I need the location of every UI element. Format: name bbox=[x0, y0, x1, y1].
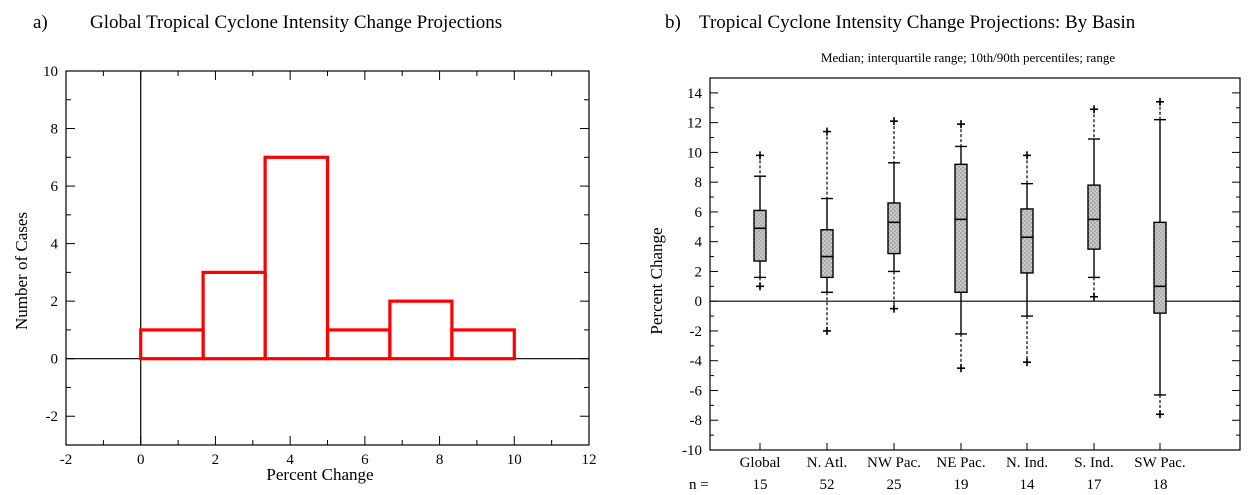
panel-a-x-tick-label: 6 bbox=[361, 452, 369, 468]
panel-b-label: b) bbox=[665, 12, 681, 33]
panel-b-y-tick-label: 10 bbox=[687, 145, 702, 161]
panel-a-title: Global Tropical Cyclone Intensity Change… bbox=[90, 12, 502, 33]
histogram-bar bbox=[263, 155, 330, 361]
panel-b-y-tick-label: 0 bbox=[695, 294, 703, 310]
histogram-bar bbox=[325, 328, 392, 361]
panel-a-x-tick-label: 2 bbox=[212, 452, 220, 468]
panel-b-n-label: n = bbox=[689, 477, 709, 493]
panel-a-y-tick-labels: -2 0 2 4 6 8 10 bbox=[43, 64, 59, 425]
panel-b-ylabel: Percent Change bbox=[647, 227, 666, 334]
iqr-box bbox=[820, 229, 834, 279]
panel-a-y-tick-label: -2 bbox=[46, 409, 59, 425]
panel-b-y-tick-label: 14 bbox=[687, 86, 703, 102]
sample-size-label: 14 bbox=[1020, 477, 1036, 493]
iqr-box bbox=[954, 163, 968, 293]
panel-b-y-tick-label: 6 bbox=[695, 205, 703, 221]
panel-b-y-tick-label: -6 bbox=[690, 383, 703, 399]
panel-a-x-tick-label: 8 bbox=[436, 452, 444, 468]
panel-a-frame bbox=[65, 70, 590, 446]
panel-a-bars bbox=[139, 155, 516, 361]
sample-size-label: 17 bbox=[1087, 477, 1103, 493]
iqr-box bbox=[1020, 208, 1034, 274]
panel-b-boxes bbox=[753, 97, 1167, 419]
category-label: Global bbox=[740, 455, 781, 471]
sample-size-label: 19 bbox=[954, 477, 969, 493]
box-global bbox=[753, 151, 767, 291]
iqr-box bbox=[1153, 221, 1167, 314]
panel-b-y-tick-label: -8 bbox=[690, 413, 703, 429]
category-label: NW Pac. bbox=[867, 455, 921, 471]
panel-b-y-tick-label: 8 bbox=[695, 175, 703, 191]
panel-b-y-tick-label: -2 bbox=[690, 324, 703, 340]
panel-b-category-labels: Global 15 N. Atl. 52 NW Pac. 25 NE Pac. 19 N. In… bbox=[740, 455, 1186, 493]
histogram-bar bbox=[450, 328, 516, 361]
panel-a-y-tick-label: 2 bbox=[51, 294, 59, 310]
sample-size-label: 18 bbox=[1153, 477, 1168, 493]
box-s-ind bbox=[1087, 105, 1101, 301]
panel-b-boxplot: b) Tropical Cyclone Intensity Change Pro… bbox=[647, 12, 1241, 493]
category-label: N. Atl. bbox=[807, 455, 847, 471]
sample-size-label: 25 bbox=[887, 477, 902, 493]
panel-a-y-tick-label: 10 bbox=[43, 64, 58, 80]
panel-a-x-tick-label: -2 bbox=[60, 452, 73, 468]
panel-a-x-tick-label: 12 bbox=[582, 452, 597, 468]
box-ne-pac bbox=[954, 120, 968, 373]
panel-a-y-tick-label: 0 bbox=[51, 352, 59, 368]
category-label: N. Ind. bbox=[1006, 455, 1048, 471]
panel-a-x-tick-label: 10 bbox=[507, 452, 522, 468]
iqr-box bbox=[887, 202, 901, 255]
category-label: S. Ind. bbox=[1074, 455, 1114, 471]
panel-a-x-tick-label: 0 bbox=[137, 452, 145, 468]
panel-b-y-tick-label: -4 bbox=[690, 354, 703, 370]
category-label: NE Pac. bbox=[936, 455, 985, 471]
panel-b-subtitle: Median; interquartile range; 10th/90th p… bbox=[821, 50, 1115, 65]
sample-size-label: 15 bbox=[753, 477, 768, 493]
panel-a-y-tick-label: 8 bbox=[51, 122, 59, 138]
panel-a-label: a) bbox=[33, 12, 48, 33]
panel-a-ylabel: Number of Cases bbox=[12, 212, 31, 330]
category-label: SW Pac. bbox=[1134, 455, 1185, 471]
panel-a-y-tick-label: 4 bbox=[51, 237, 59, 253]
box-n-atl bbox=[820, 127, 834, 335]
panel-a-y-tick-label: 6 bbox=[51, 179, 59, 195]
sample-size-label: 52 bbox=[820, 477, 835, 493]
panel-b-y-tick-label: -10 bbox=[682, 443, 702, 459]
histogram-bar bbox=[388, 299, 454, 361]
box-sw-pac bbox=[1153, 97, 1167, 419]
panel-b-y-tick-label: 4 bbox=[695, 235, 703, 251]
panel-b-frame bbox=[709, 77, 1241, 451]
histogram-bar bbox=[201, 270, 267, 361]
panel-b-y-tick-label: 12 bbox=[687, 116, 702, 132]
panel-a-x-tick-labels: -2 0 2 4 6 8 10 12 bbox=[60, 452, 597, 468]
panel-b-y-tick-label: 2 bbox=[695, 264, 703, 280]
histogram-bar bbox=[139, 328, 205, 361]
iqr-box bbox=[753, 209, 767, 262]
iqr-box bbox=[1087, 184, 1101, 250]
box-nw-pac bbox=[887, 117, 901, 313]
panel-b-title: Tropical Cyclone Intensity Change Projec… bbox=[699, 12, 1136, 33]
panel-a-xlabel: Percent Change bbox=[266, 465, 373, 484]
panel-b-y-tick-labels: -10 -8 -6 -4 -2 0 2 4 6 8 10 12 14 bbox=[682, 86, 703, 459]
panel-a-histogram: a) Global Tropical Cyclone Intensity Cha… bbox=[12, 12, 597, 484]
panel-a-x-tick-label: 4 bbox=[286, 452, 294, 468]
box-n-ind bbox=[1020, 151, 1034, 367]
